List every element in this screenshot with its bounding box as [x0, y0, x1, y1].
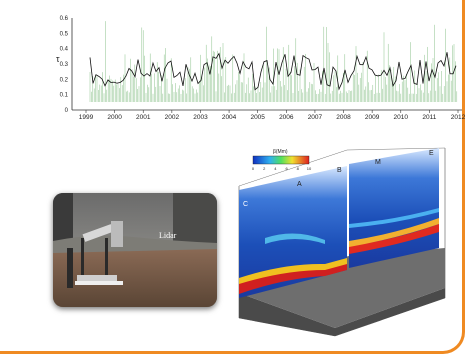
- lidar-photo: Lidar: [53, 193, 217, 307]
- marker-e: E: [429, 150, 434, 157]
- x-tick-label: 2011: [422, 114, 436, 121]
- lidar-label: Lidar: [159, 231, 177, 240]
- x-tick-label: 2004: [222, 114, 237, 121]
- y-tick-label: 0.3: [60, 62, 69, 68]
- monthly-trace: [89, 52, 457, 91]
- colorbar: [252, 155, 310, 165]
- colorbar-title: β(Mm): [273, 149, 288, 155]
- y-tick-label: 0.1: [60, 93, 69, 99]
- colorbar-tick: 0: [252, 166, 255, 171]
- lidar-photo-image: [53, 193, 217, 307]
- x-tick-label: 2001: [136, 114, 151, 121]
- x-tick-label: 2008: [336, 114, 351, 121]
- x-tick-label: 2005: [250, 114, 265, 121]
- y-tick-label: 0.6: [60, 16, 69, 22]
- marker-m: M: [375, 159, 381, 166]
- colorbar-tick: 10: [307, 166, 312, 171]
- x-tick-label: 2003: [193, 114, 208, 121]
- x-tick-label: 2006: [279, 114, 294, 121]
- y-tick-label: 0.2: [60, 77, 69, 83]
- x-tick-label: 2000: [107, 114, 122, 121]
- lidar-3d-plot: β(Mm) 0 2 4 6 8 10 C A B M E: [238, 147, 446, 337]
- x-tick-label: 1999: [79, 114, 94, 121]
- marker-a: A: [297, 181, 302, 188]
- marker-c: C: [243, 201, 248, 208]
- colorbar-tick: 2: [263, 166, 266, 171]
- x-tick-label: 2007: [308, 114, 323, 121]
- y-tick-label: 0: [65, 108, 69, 114]
- x-tick-label: 2002: [165, 114, 180, 121]
- y-tick-label: 0.4: [60, 47, 69, 53]
- y-tick-label: 0.5: [60, 31, 69, 37]
- x-tick-label: 2012: [451, 114, 466, 121]
- aod-timeseries-chart: 0.6 0.5 0.4 0.3 0.2 0.1 0 1999 2000 2001 2002 2003…: [56, 16, 466, 121]
- colorbar-tick: 8: [297, 166, 300, 171]
- colorbar-tick: 4: [274, 166, 277, 171]
- marker-b: B: [337, 167, 342, 174]
- x-tick-label: 2009: [365, 114, 380, 121]
- y-axis-label: τ: [56, 54, 60, 64]
- x-tick-label: 2010: [394, 114, 409, 121]
- colorbar-tick: 6: [285, 166, 288, 171]
